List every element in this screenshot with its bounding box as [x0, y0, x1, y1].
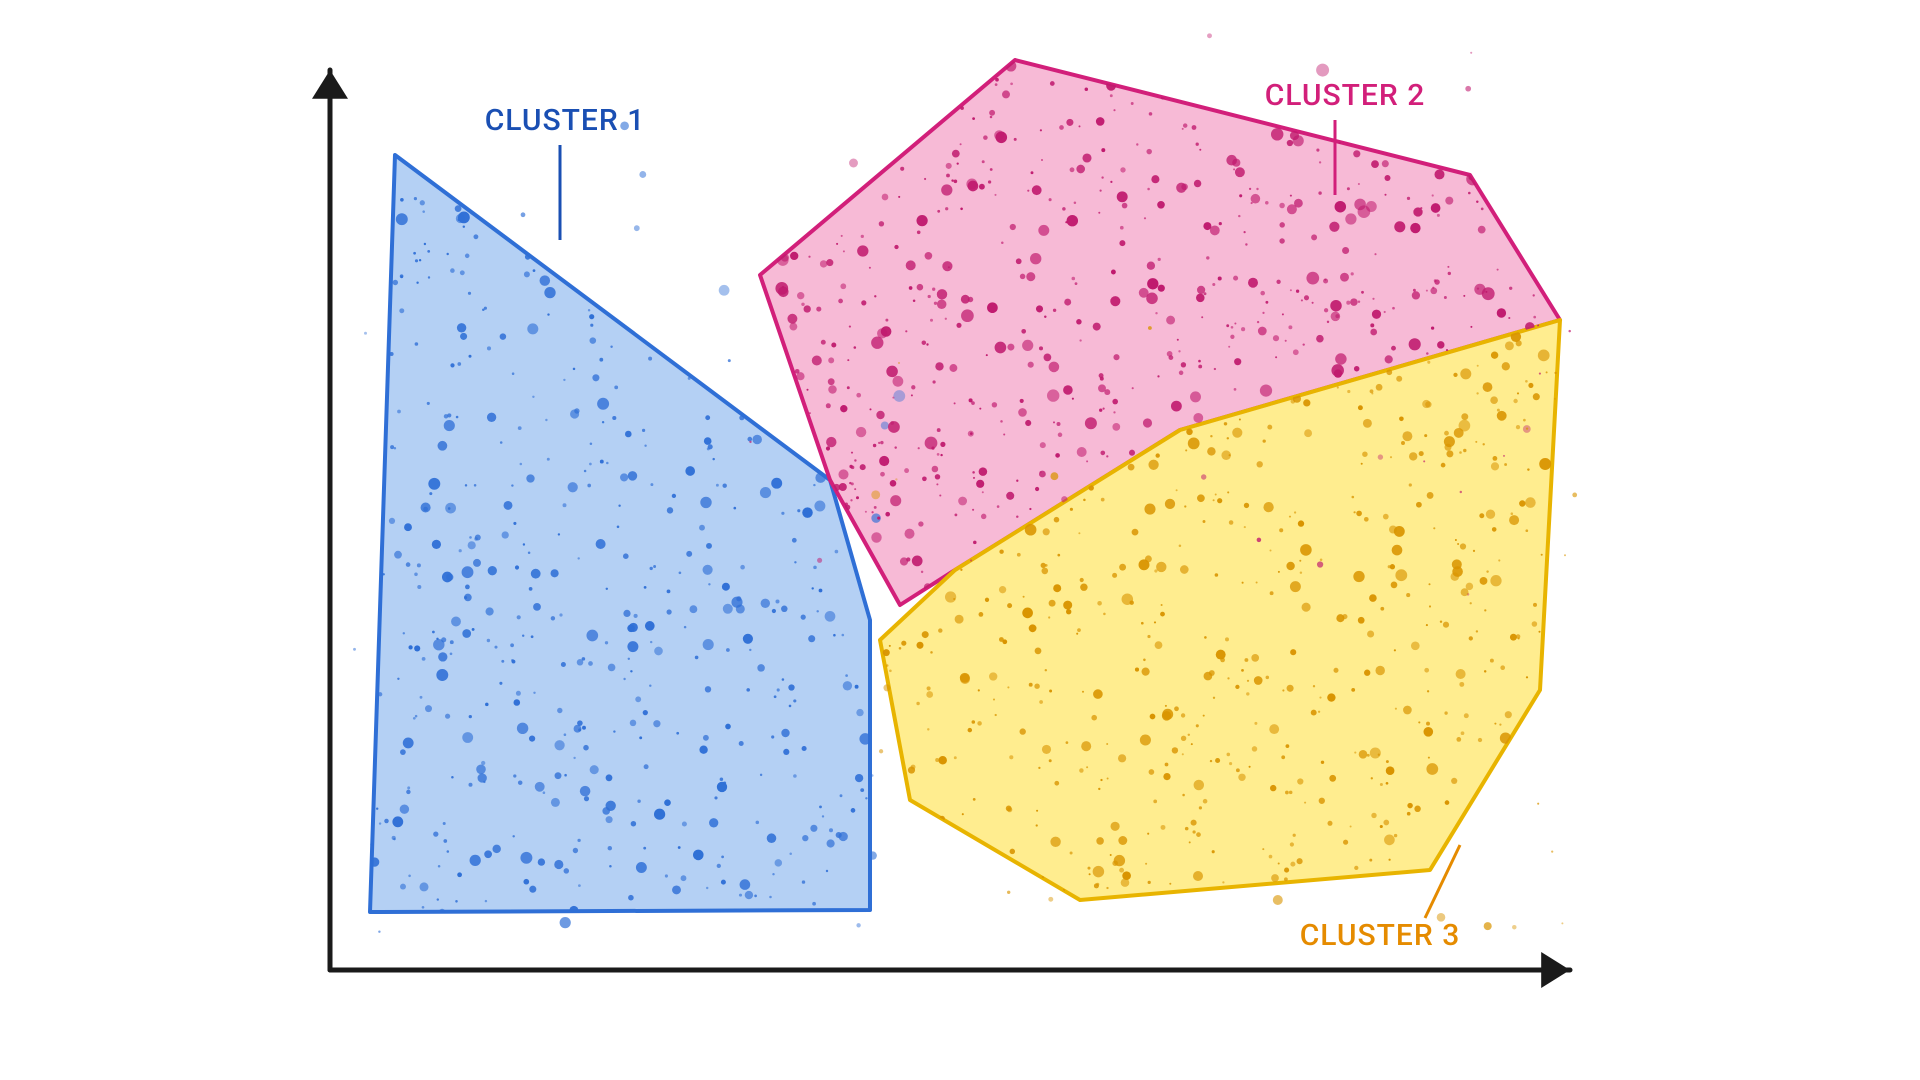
- cluster-diagram: CLUSTER 1 CLUSTER 2 CLUSTER 3: [0, 0, 1920, 1080]
- diagram-svg: CLUSTER 1 CLUSTER 2 CLUSTER 3: [0, 0, 1920, 1080]
- cluster3-label: CLUSTER 3: [1300, 918, 1461, 953]
- cluster1-label: CLUSTER 1: [485, 103, 646, 138]
- cluster2-label: CLUSTER 2: [1265, 78, 1426, 113]
